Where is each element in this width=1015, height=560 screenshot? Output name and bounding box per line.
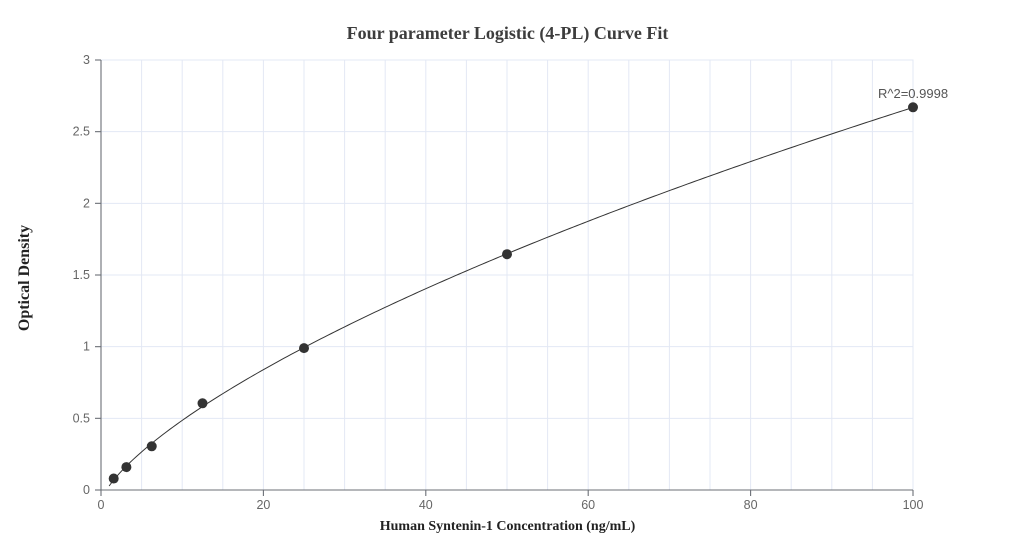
svg-text:1.5: 1.5 — [73, 268, 90, 282]
svg-text:2.5: 2.5 — [73, 125, 90, 139]
svg-text:0: 0 — [83, 483, 90, 497]
svg-text:60: 60 — [581, 498, 595, 512]
svg-text:0.5: 0.5 — [73, 411, 90, 425]
svg-text:20: 20 — [256, 498, 270, 512]
svg-text:80: 80 — [744, 498, 758, 512]
svg-text:0: 0 — [98, 498, 105, 512]
svg-text:2: 2 — [83, 196, 90, 210]
svg-text:40: 40 — [419, 498, 433, 512]
svg-text:1: 1 — [83, 340, 90, 354]
svg-text:3: 3 — [83, 53, 90, 67]
svg-text:100: 100 — [903, 498, 924, 512]
